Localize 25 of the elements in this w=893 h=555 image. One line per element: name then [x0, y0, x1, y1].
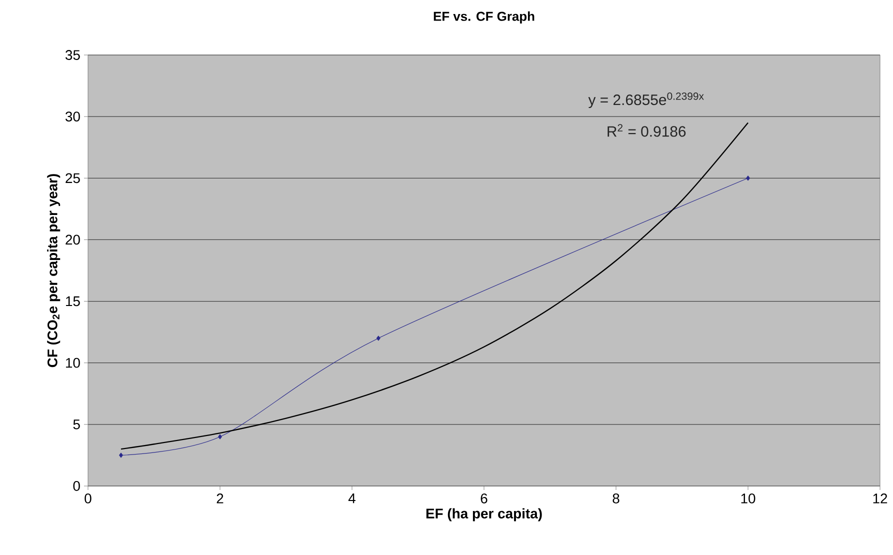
point — [746, 176, 750, 181]
line-series — [120, 122, 749, 450]
point — [119, 452, 123, 458]
x-tick-label: 6 — [480, 494, 488, 504]
y-tick-label: 0 — [73, 481, 80, 491]
x-tick-label: 2 — [216, 494, 224, 504]
x-tick-label: 4 — [348, 494, 356, 504]
x-tick-label: 10 — [741, 494, 756, 504]
point — [376, 336, 380, 341]
annotation: R$^{2}$ = 0.9186 — [608, 124, 686, 137]
y-tick-label: 5 — [73, 420, 80, 430]
y-axis-title: CF (CO$_{2}$e per capita per year) — [47, 174, 60, 368]
chart-title: EF vs. CF Graph — [434, 11, 534, 24]
x-tick-label: 8 — [612, 494, 620, 504]
x-tick-label: 0 — [84, 494, 92, 504]
y-tick-label: 30 — [66, 112, 80, 122]
x-axis-title: EF (ha per capita) — [426, 508, 542, 522]
y-tick-label: 20 — [66, 234, 80, 245]
y-tick-label: 35 — [66, 50, 80, 60]
annotation: y = 2.6855e$^{0.2399x}$ — [588, 92, 704, 108]
point — [218, 434, 222, 440]
y-tick-label: 10 — [66, 358, 80, 368]
x-tick-label: 12 — [873, 494, 888, 504]
y-tick-label: 25 — [66, 173, 80, 184]
y-tick-label: 15 — [66, 296, 80, 306]
